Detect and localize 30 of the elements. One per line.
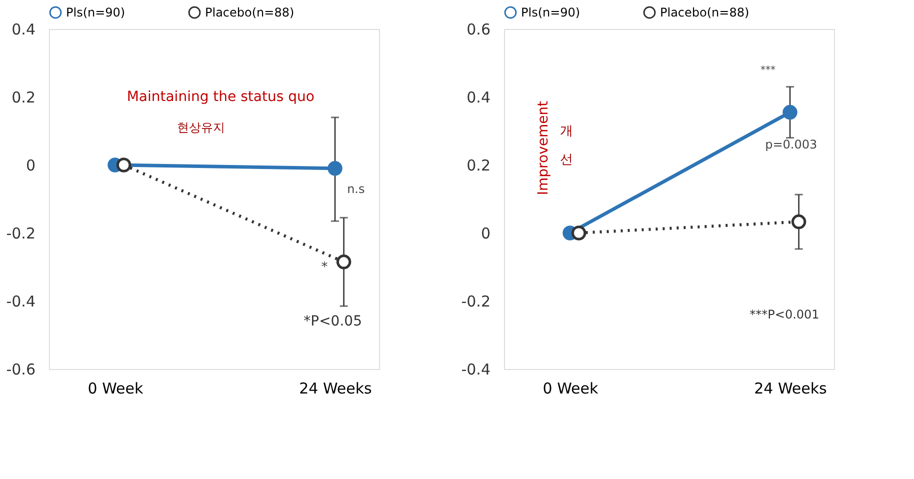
y-tick-label: 0 (26, 156, 36, 174)
legend-label: Pls(n=90) (521, 6, 580, 20)
annotation: n.s (347, 182, 365, 196)
legend-label: Placebo(n=88) (660, 6, 750, 20)
annotation: 개선 (560, 124, 574, 168)
annotation: *** (760, 64, 776, 76)
annotation: * (321, 260, 328, 275)
y-tick-label: 0 (480, 224, 490, 242)
y-tick-label: -0.2 (6, 224, 36, 242)
x-tick-label: 0 Week (88, 380, 144, 398)
legend-label: Placebo(n=88) (205, 6, 294, 20)
annotation: Maintaining the status quo (126, 89, 314, 105)
x-tick-label: 24 Weeks (754, 380, 828, 398)
x-tick-label: 0 Week (542, 380, 599, 398)
legend-label: Pls(n=90) (66, 6, 126, 20)
y-tick-label: -0.4 (461, 360, 490, 378)
y-tick-label: 0.4 (466, 88, 490, 106)
y-tick-label: -0.6 (6, 360, 36, 378)
y-tick-label: 0.2 (12, 88, 36, 106)
annotation: Improvement (536, 100, 552, 196)
y-tick-label: 0.6 (466, 20, 490, 38)
annotation: ***P<0.001 (750, 308, 820, 322)
x-tick-label: 24 Weeks (299, 380, 372, 398)
y-tick-label: -0.4 (6, 292, 36, 310)
y-tick-label: 0.4 (12, 20, 36, 38)
y-tick-label: 0.2 (466, 156, 490, 174)
annotation: p=0.003 (765, 138, 818, 152)
annotation: 현상유지 (176, 120, 225, 135)
y-tick-label: -0.2 (461, 292, 490, 310)
annotation: *P<0.05 (304, 313, 362, 330)
